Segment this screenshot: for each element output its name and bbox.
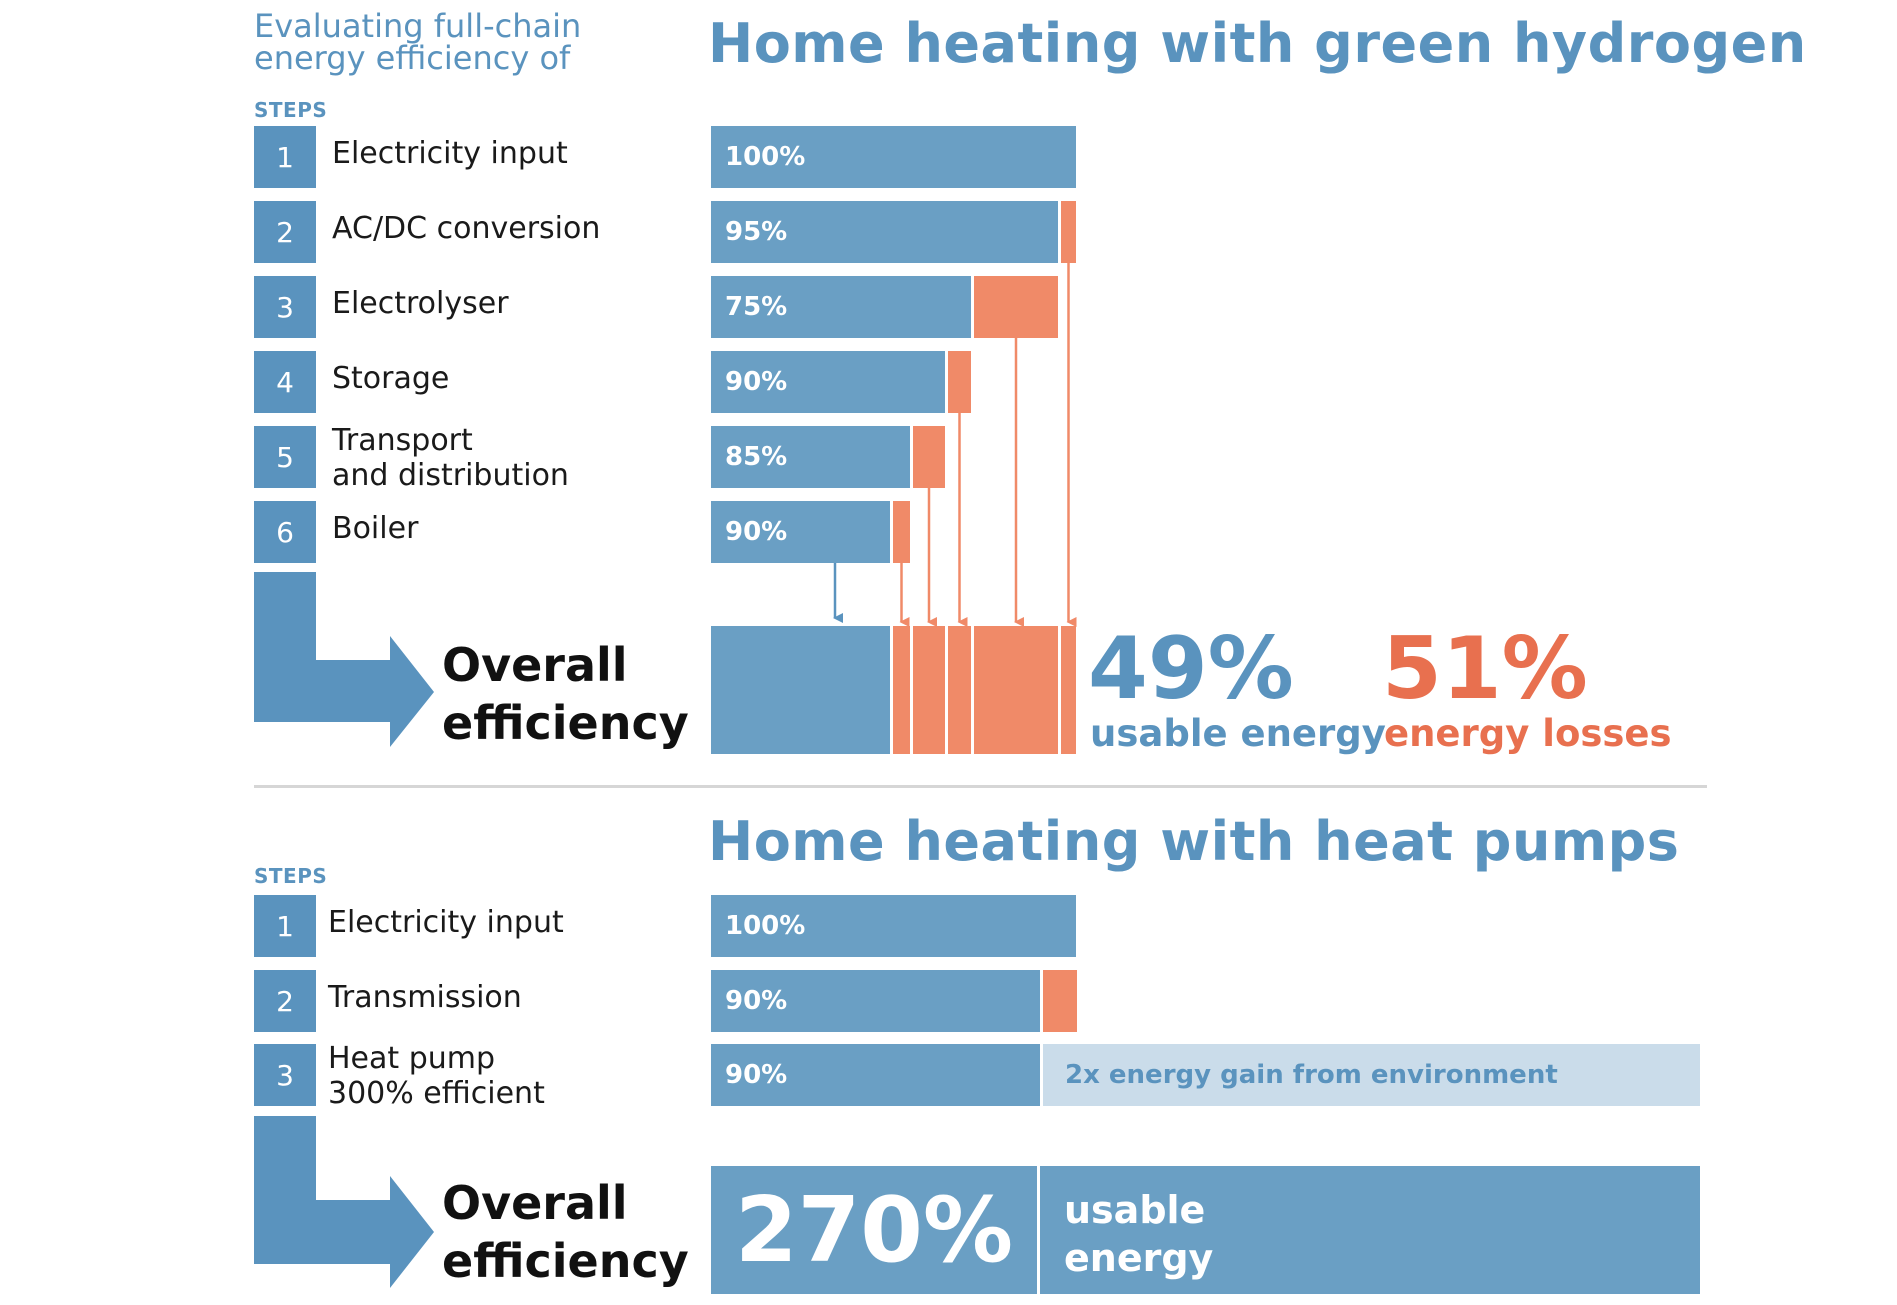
heatpump-env-gain-bar: 2x energy gain from environment	[1043, 1044, 1700, 1106]
hydrogen-bar-loss	[893, 501, 910, 563]
heatpump-bar-value-label: 90%	[725, 986, 788, 1016]
heatpump-bar-remaining: 90%	[711, 970, 1040, 1032]
heatpump-step-number: 1	[254, 895, 316, 957]
hydrogen-step-label: Electricity input	[332, 136, 568, 171]
heatpump-overall-line-1: Overall	[442, 1176, 628, 1230]
hydrogen-step-number: 1	[254, 126, 316, 188]
hydrogen-step-label: Electrolyser	[332, 286, 509, 321]
heatpump-env-gain-label: 2x energy gain from environment	[1065, 1060, 1558, 1090]
hydrogen-bar-value-label: 85%	[725, 442, 788, 472]
hydrogen-bar-value-label: 90%	[725, 367, 788, 397]
heatpump-total-label-line-2: energy	[1064, 1236, 1214, 1280]
hydrogen-bar-value-label: 75%	[725, 292, 788, 322]
heatpump-bar-remaining: 90%	[711, 1044, 1040, 1106]
heatpump-step-number: 3	[254, 1044, 316, 1106]
hydrogen-flow-arrows	[833, 263, 1077, 627]
hydrogen-overall-loss-segment	[913, 626, 945, 754]
hydrogen-step-label: Transport and distribution	[332, 423, 569, 493]
hydrogen-step-label: Storage	[332, 361, 449, 396]
hydrogen-step-number: 5	[254, 426, 316, 488]
heatpump-bar-value-label: 100%	[725, 911, 806, 941]
heatpump-total-box: 270%	[711, 1166, 1037, 1294]
hydrogen-loss-label: energy losses	[1384, 712, 1672, 755]
hydrogen-overall-loss-segment	[893, 626, 910, 754]
hydrogen-steps-header: STEPS	[254, 98, 328, 122]
hydrogen-bar-remaining: 85%	[711, 426, 910, 488]
section-divider	[254, 785, 1707, 788]
hydrogen-step-label-line-1: AC/DC conversion	[332, 211, 601, 246]
heatpump-step-label: Electricity input	[328, 905, 564, 940]
hydrogen-bar-value-label: 90%	[725, 517, 788, 547]
heatpump-step-label-line-1: Heat pump	[328, 1041, 496, 1076]
hydrogen-bar-loss	[913, 426, 945, 488]
hydrogen-title: Home heating with green hydrogen	[708, 12, 1807, 75]
hydrogen-step-label-line-1: Boiler	[332, 511, 419, 546]
heatpump-step-label-line-1: Electricity input	[328, 905, 564, 940]
hydrogen-overall-loss-segment	[974, 626, 1058, 754]
hydrogen-step-label-line-1: Transport	[332, 423, 473, 458]
hydrogen-step-number: 2	[254, 201, 316, 263]
hydrogen-bar-value-label: 100%	[725, 142, 806, 172]
hydrogen-loss-pct: 51%	[1382, 619, 1588, 719]
hydrogen-bar-remaining: 100%	[711, 126, 1076, 188]
hydrogen-bar-loss	[1061, 201, 1076, 263]
hydrogen-step-label-line-2: and distribution	[332, 458, 569, 493]
hydrogen-step-label-line-1: Storage	[332, 361, 450, 396]
hydrogen-overall-arrow-icon	[254, 572, 434, 747]
hydrogen-bar-loss	[974, 276, 1058, 338]
heatpump-step-label: Heat pump 300% efficient	[328, 1041, 545, 1111]
hydrogen-bar-remaining: 90%	[711, 501, 890, 563]
hydrogen-step-number: 6	[254, 501, 316, 563]
heatpump-step-number: 2	[254, 970, 316, 1032]
hydrogen-step-number: 4	[254, 351, 316, 413]
heatpump-step-label-line-2: 300% efficient	[328, 1076, 545, 1111]
hydrogen-bar-remaining: 95%	[711, 201, 1058, 263]
hydrogen-usable-label: usable energy	[1090, 712, 1386, 755]
intro-text: Evaluating full-chain energy efficiency …	[254, 7, 582, 77]
heatpump-overall-line-2: efficiency	[442, 1234, 689, 1288]
heatpump-bar-remaining: 100%	[711, 895, 1076, 957]
hydrogen-step-label-line-1: Electrolyser	[332, 286, 509, 321]
hydrogen-overall-line-1: Overall	[442, 638, 628, 692]
hydrogen-overall-line-2: efficiency	[442, 696, 689, 750]
heatpump-total-label-line-1: usable	[1064, 1188, 1206, 1232]
heatpump-total-label-box: usable energy	[1040, 1166, 1700, 1294]
hydrogen-bar-loss	[948, 351, 971, 413]
hydrogen-step-label: AC/DC conversion	[332, 211, 600, 246]
hydrogen-bar-remaining: 75%	[711, 276, 971, 338]
hydrogen-step-label: Boiler	[332, 511, 418, 546]
heatpump-overall-label: Overall efficiency	[442, 1174, 689, 1290]
heatpump-title: Home heating with heat pumps	[708, 810, 1680, 873]
heatpump-step-label: Transmission	[328, 980, 522, 1015]
hydrogen-usable-pct: 49%	[1088, 619, 1294, 719]
heatpump-total-pct: 270%	[734, 1177, 1014, 1283]
hydrogen-overall-loss-segment	[1061, 626, 1076, 754]
hydrogen-overall-label: Overall efficiency	[442, 636, 689, 752]
hydrogen-bar-remaining: 90%	[711, 351, 945, 413]
hydrogen-bar-value-label: 95%	[725, 217, 788, 247]
heatpump-bar-value-label: 90%	[725, 1060, 788, 1090]
heatpump-overall-arrow-icon	[254, 1116, 434, 1288]
hydrogen-step-number: 3	[254, 276, 316, 338]
heatpump-steps-header: STEPS	[254, 864, 328, 888]
heatpump-step-label-line-1: Transmission	[328, 980, 522, 1015]
hydrogen-step-label-line-1: Electricity input	[332, 136, 568, 171]
hydrogen-overall-usable-segment	[711, 626, 890, 754]
heatpump-bar-loss	[1043, 970, 1077, 1032]
hydrogen-overall-loss-segment	[948, 626, 971, 754]
